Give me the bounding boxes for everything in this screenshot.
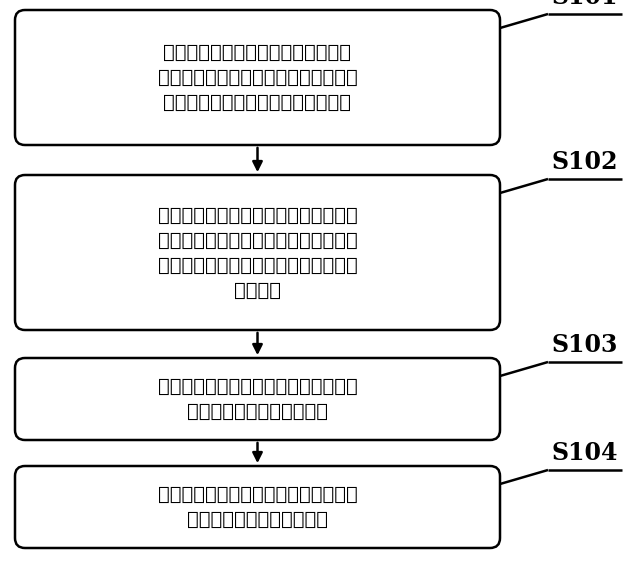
Text: 术中通过调整手术方案的方式增大三维
髋臼杯覆盖率，并实时更新: 术中通过调整手术方案的方式增大三维 髋臼杯覆盖率，并实时更新: [158, 377, 357, 421]
Text: 输出最终的三维髋臼杯覆盖率，并评估
本次手术的髋臼杯覆盖情况: 输出最终的三维髋臼杯覆盖率，并评估 本次手术的髋臼杯覆盖情况: [158, 485, 357, 529]
Text: 进行三维髋臼杯覆盖率计算的数据准
备，重建髋骨的三维模型，并生成一个
非封闭的半球作为髋臼杯的模拟模型: 进行三维髋臼杯覆盖率计算的数据准 备，重建髋骨的三维模型，并生成一个 非封闭的半…: [158, 43, 357, 112]
Text: S102: S102: [552, 150, 618, 174]
FancyBboxPatch shape: [15, 358, 500, 440]
Text: 术前采用基于点基元的碰撞检测方法，
检测出髋臼杯与髋臼窝碰撞的部分，并
结合髋臼杯半球表面积计算出三维髋臼
杯覆盖率: 术前采用基于点基元的碰撞检测方法， 检测出髋臼杯与髋臼窝碰撞的部分，并 结合髋臼…: [158, 205, 357, 299]
FancyBboxPatch shape: [15, 175, 500, 330]
FancyBboxPatch shape: [15, 10, 500, 145]
FancyBboxPatch shape: [15, 466, 500, 548]
Text: S104: S104: [552, 441, 618, 465]
Text: S103: S103: [552, 333, 618, 357]
Text: S101: S101: [552, 0, 618, 9]
